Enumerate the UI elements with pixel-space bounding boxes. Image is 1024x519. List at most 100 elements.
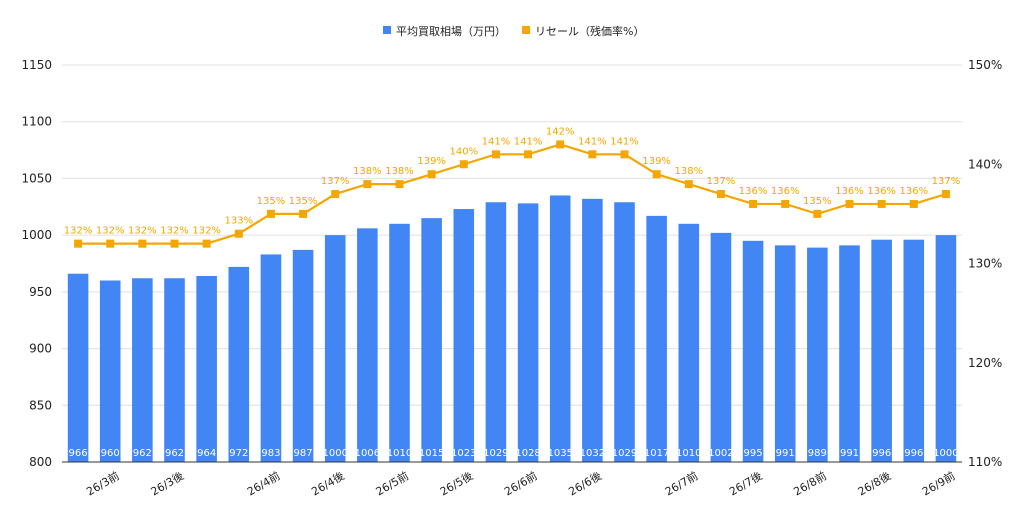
y-right-tick-label: 130% — [968, 257, 1002, 271]
legend-swatch-bar — [383, 26, 391, 34]
bar-value-label: 966 — [69, 448, 88, 459]
bar-value-label: 987 — [294, 448, 313, 459]
bar-value-label: 960 — [101, 448, 120, 459]
line-point — [491, 150, 500, 159]
bar — [646, 215, 667, 462]
line-point — [459, 160, 468, 169]
bar — [389, 223, 410, 462]
line-value-label: 136% — [899, 186, 928, 197]
y-right-tick-label: 120% — [968, 356, 1002, 370]
y-left-tick-label: 1000 — [21, 228, 52, 242]
line-point — [877, 199, 886, 208]
bar — [485, 202, 507, 462]
line-point — [941, 190, 950, 199]
bar-value-label: 964 — [197, 448, 216, 459]
bar-value-label: 1035 — [547, 448, 572, 459]
bar — [742, 240, 764, 462]
line-value-label: 132% — [128, 226, 157, 237]
line-value-label: 132% — [192, 226, 221, 237]
bar — [678, 223, 700, 462]
line-point — [202, 239, 211, 248]
bar-value-label: 1028 — [515, 448, 540, 459]
legend-swatch-line — [522, 26, 530, 34]
bar — [453, 209, 475, 462]
x-tick-label: 26/6前 — [502, 468, 540, 498]
line-point — [427, 170, 436, 179]
bar-value-label: 1032 — [580, 448, 605, 459]
line-series — [74, 140, 950, 248]
line-point — [588, 150, 597, 159]
line-value-label: 142% — [546, 126, 575, 137]
x-tick-label: 26/5後 — [437, 468, 475, 498]
line-point — [524, 150, 533, 159]
line-value-label: 140% — [449, 146, 478, 157]
bar-series — [67, 195, 957, 463]
bar — [774, 245, 796, 462]
line-value-label: 138% — [385, 166, 414, 177]
bar — [871, 239, 892, 462]
line-point — [845, 199, 854, 208]
line-value-label: 132% — [96, 226, 125, 237]
line-value-label: 136% — [771, 186, 800, 197]
x-tick-label: 26/9前 — [920, 468, 958, 498]
line-value-label: 138% — [353, 166, 382, 177]
bar-value-label: 1015 — [419, 448, 444, 459]
bar — [357, 228, 378, 462]
x-tick-label: 26/3後 — [148, 468, 186, 498]
bar — [582, 198, 603, 463]
bar — [260, 254, 282, 462]
line-point — [234, 229, 243, 238]
bar — [164, 278, 185, 462]
y-left-tick-label: 850 — [29, 398, 52, 412]
line-value-label: 141% — [610, 136, 639, 147]
bar-value-label: 996 — [904, 448, 923, 459]
line-point — [684, 180, 693, 189]
legend-label-line: リセール（残価率%） — [535, 24, 644, 38]
line-value-label: 136% — [867, 186, 896, 197]
x-tick-label: 26/7前 — [662, 468, 700, 498]
line-point — [716, 190, 725, 199]
line-value-label: 135% — [257, 196, 286, 207]
bar-value-label: 1017 — [644, 448, 669, 459]
bar-value-label: 962 — [133, 448, 152, 459]
bar — [196, 275, 217, 462]
line-value-label: 137% — [321, 176, 350, 187]
x-tick-label: 26/3前 — [84, 468, 122, 498]
line-point — [74, 239, 83, 248]
line-value-label: 136% — [739, 186, 768, 197]
bar-value-label: 991 — [776, 448, 795, 459]
line-value-label: 132% — [160, 226, 189, 237]
bar — [839, 245, 860, 462]
line-point — [749, 199, 758, 208]
line-value-label: 141% — [578, 136, 607, 147]
line-point — [556, 140, 565, 149]
bar — [903, 239, 925, 462]
line-point — [909, 199, 918, 208]
line-value-label: 141% — [482, 136, 511, 147]
line-point — [266, 209, 275, 218]
bar — [935, 235, 957, 462]
bar-value-label: 995 — [744, 448, 763, 459]
line-point — [652, 170, 661, 179]
bar-value-label: 1000 — [322, 448, 347, 459]
y-right-tick-label: 150% — [968, 58, 1002, 72]
bar-value-label: 1029 — [483, 448, 508, 459]
line-value-label: 135% — [803, 196, 832, 207]
legend: 平均買取相場（万円） リセール（残価率%） — [383, 24, 644, 38]
line-point — [363, 180, 372, 189]
x-tick-label: 26/4前 — [245, 468, 283, 498]
bar-value-label: 962 — [165, 448, 184, 459]
line-value-label: 139% — [417, 156, 446, 167]
bar-value-label: 1010 — [676, 448, 701, 459]
x-tick-label: 26/5前 — [373, 468, 411, 498]
bar — [67, 273, 89, 462]
data-labels: 966 960 962 962 964 972 983 987 1000 1006 1010 1015… — [64, 126, 960, 459]
line-point — [813, 209, 822, 218]
bar-value-label: 1023 — [451, 448, 476, 459]
line-point — [299, 209, 308, 218]
bar-value-label: 989 — [808, 448, 827, 459]
bar-value-label: 991 — [840, 448, 859, 459]
x-tick-label: 26/8後 — [855, 468, 893, 498]
